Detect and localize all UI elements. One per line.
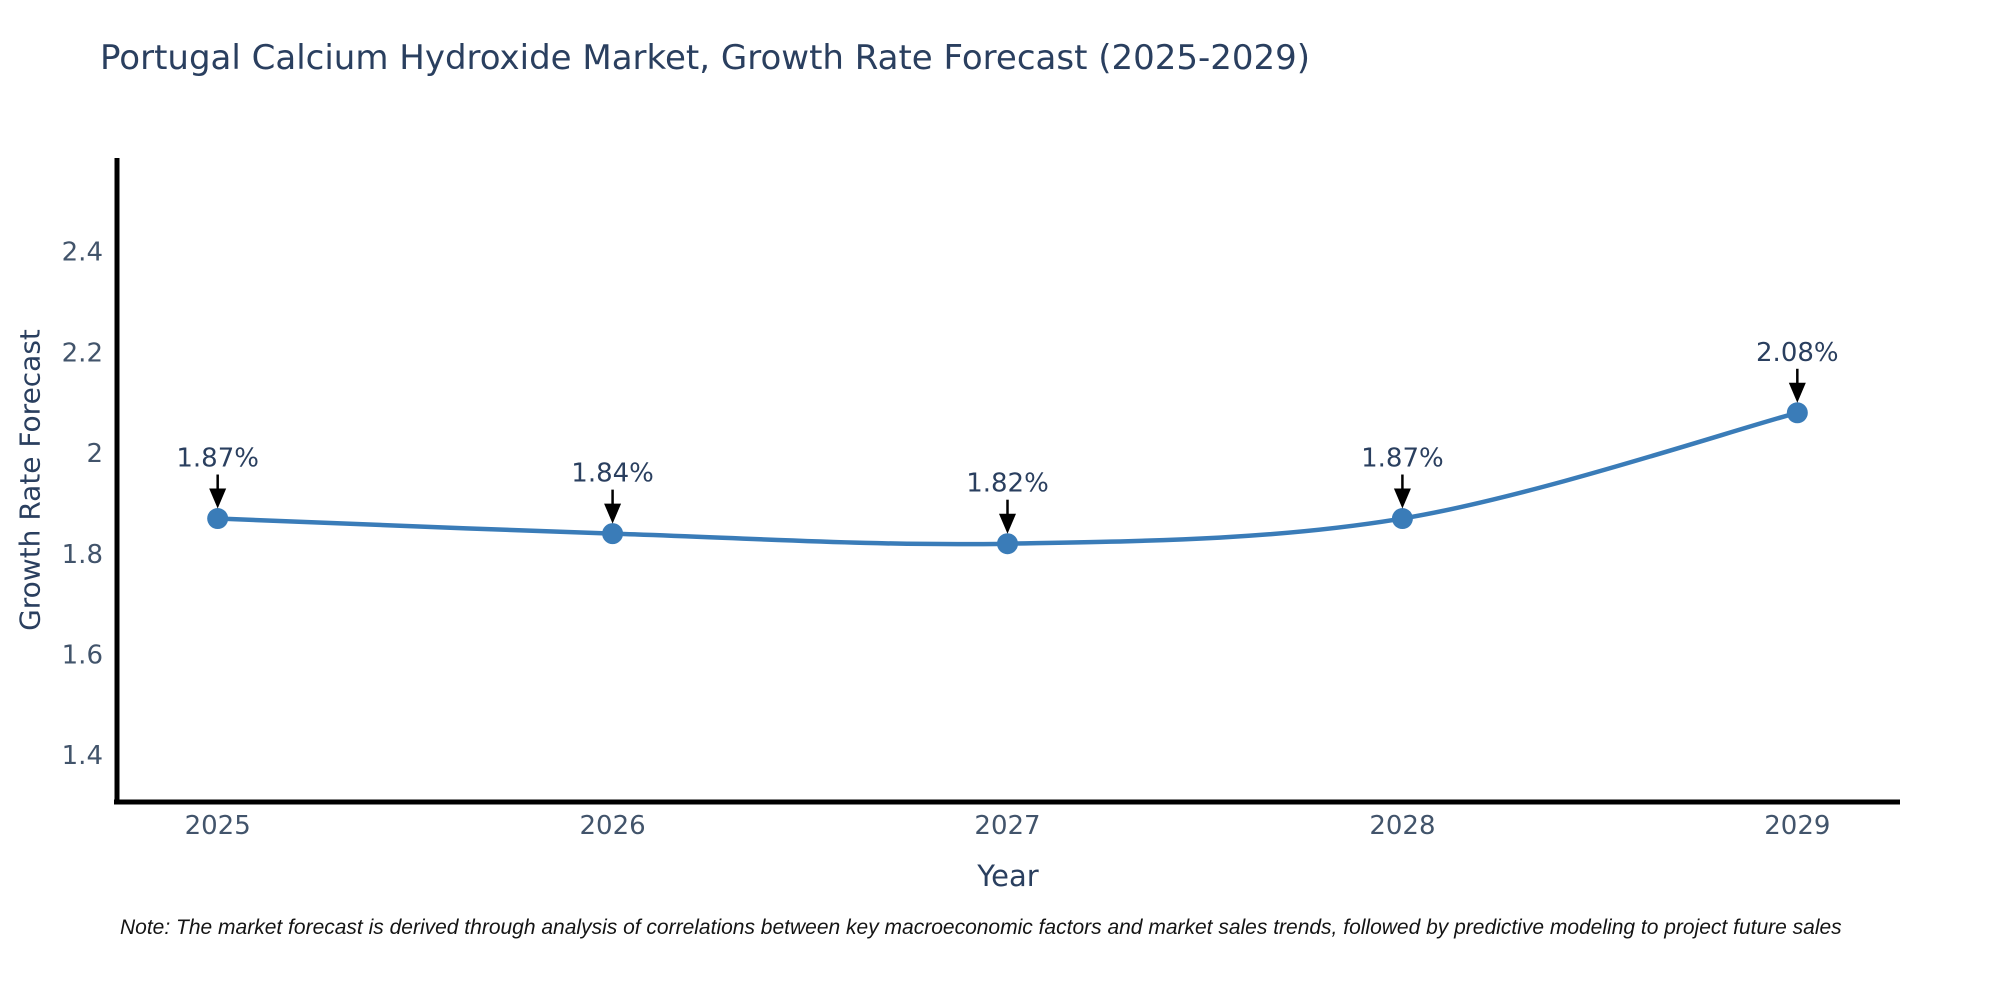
y-tick-label: 2.4 bbox=[62, 238, 103, 268]
y-tick-label: 2.2 bbox=[62, 338, 103, 368]
annotation-arrow-head bbox=[209, 488, 227, 509]
y-axis-title: Growth Rate Forecast bbox=[13, 329, 47, 631]
point-annotation-label: 1.87% bbox=[1361, 444, 1444, 474]
x-tick-label: 2028 bbox=[1369, 811, 1435, 841]
x-tick-label: 2027 bbox=[974, 811, 1040, 841]
y-tick-label: 2 bbox=[86, 439, 103, 469]
point-annotation-label: 2.08% bbox=[1756, 338, 1839, 368]
footnote: Note: The market forecast is derived thr… bbox=[120, 916, 1842, 939]
annotation-arrow-head bbox=[1393, 488, 1411, 509]
x-tick-label: 2029 bbox=[1764, 811, 1830, 841]
point-annotation-label: 1.84% bbox=[571, 459, 654, 489]
data-point-marker bbox=[997, 533, 1018, 555]
data-point-marker bbox=[1786, 402, 1808, 424]
data-point-marker bbox=[1391, 508, 1413, 530]
point-annotation-label: 1.87% bbox=[176, 444, 259, 474]
data-point-marker bbox=[602, 523, 624, 545]
y-tick-label: 1.6 bbox=[62, 640, 103, 670]
chart-title: Portugal Calcium Hydroxide Market, Growt… bbox=[100, 38, 1311, 78]
y-tick-label: 1.8 bbox=[62, 540, 103, 570]
annotation-arrow-head bbox=[999, 513, 1016, 534]
annotation-arrow-head bbox=[604, 503, 622, 524]
y-tick-label: 1.4 bbox=[62, 741, 103, 771]
x-axis-title: Year bbox=[977, 859, 1039, 893]
x-tick-label: 2026 bbox=[580, 811, 646, 841]
data-point-marker bbox=[207, 508, 229, 530]
annotation-arrow-head bbox=[1788, 382, 1806, 403]
x-tick-label: 2025 bbox=[185, 811, 251, 841]
point-annotation-label: 1.82% bbox=[966, 469, 1049, 499]
